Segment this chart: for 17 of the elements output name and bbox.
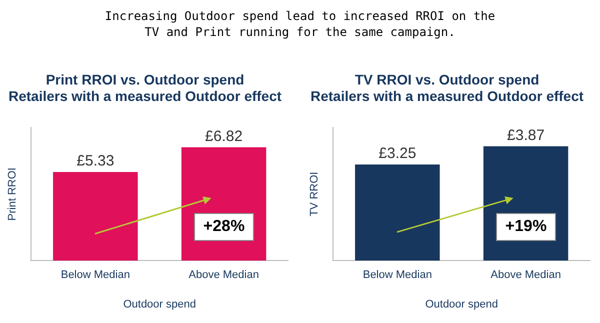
data-label: £6.82 <box>205 128 243 145</box>
y-axis-title: TV RROI <box>308 172 321 216</box>
x-tick-label: Above Median <box>490 269 561 282</box>
annotation: +19% <box>496 212 556 241</box>
x-axis-title: Outdoor spend <box>425 298 498 310</box>
chart-title: TV RROI vs. Outdoor spend Retailers with a measured Outdoor effect <box>310 71 584 104</box>
text: Increasing Outdoor spend lead to increased RROI on the TV and Print running for the same campaign. <box>104 8 496 40</box>
x-tick-label: Below Median <box>60 269 130 282</box>
y-axis-title: Print RROI <box>6 168 19 221</box>
x-tick-label: Above Median <box>188 269 259 282</box>
annotation: +28% <box>194 212 254 241</box>
x-axis-title: Outdoor spend <box>123 298 196 310</box>
data-label: £3.25 <box>378 145 416 162</box>
chart-title: Print RROI vs. Outdoor spend Retailers with a measured Outdoor effect <box>8 71 282 104</box>
data-label: £5.33 <box>76 152 114 170</box>
x-tick-label: Below Median <box>362 269 432 282</box>
data-label: £3.87 <box>507 126 545 144</box>
